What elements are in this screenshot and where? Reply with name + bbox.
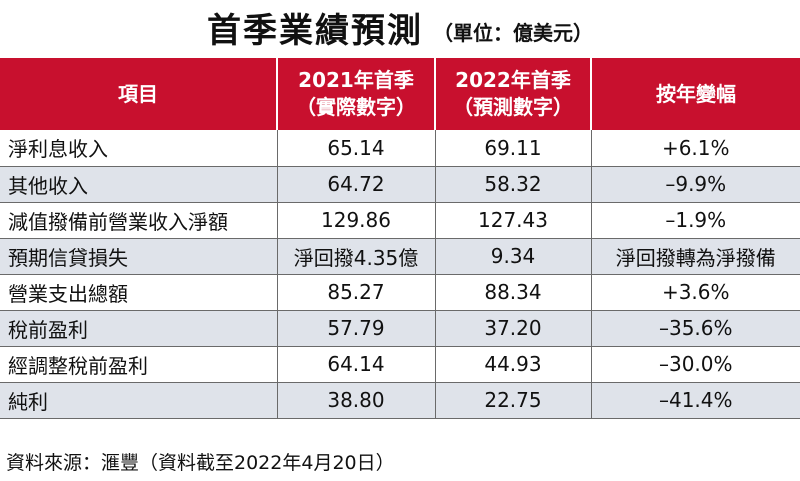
row-change: –41.4%	[591, 382, 800, 419]
table-row: 營業支出總額 85.27 88.34 +3.6%	[0, 274, 800, 311]
row-2021q1: 38.80	[277, 382, 436, 419]
row-change: –35.6%	[591, 310, 800, 347]
table-row: 預期信貸損失 淨回撥4.35億 9.34 淨回撥轉為淨撥備	[0, 238, 800, 275]
row-item: 經調整稅前盈利	[0, 346, 278, 383]
header-2021q1-year: 2021年首季	[298, 68, 414, 92]
row-2021q1: 85.27	[277, 274, 436, 311]
row-2022q1: 9.34	[435, 238, 592, 275]
header-2021q1-note: （實際數字）	[296, 95, 416, 119]
row-change: –9.9%	[591, 166, 800, 203]
table-row: 其他收入 64.72 58.32 –9.9%	[0, 166, 800, 203]
row-2021q1: 淨回撥4.35億	[277, 238, 436, 275]
row-change: +3.6%	[591, 274, 800, 311]
row-change: –30.0%	[591, 346, 800, 383]
header-item: 項目	[0, 58, 278, 130]
row-change: 淨回撥轉為淨撥備	[591, 238, 800, 275]
header-2022q1-note: （預測數字）	[453, 95, 573, 119]
unit-note: （單位：億美元）	[433, 21, 593, 45]
page-title: 首季業績預測	[207, 11, 423, 51]
row-2021q1: 129.86	[277, 202, 436, 239]
row-2022q1: 22.75	[435, 382, 592, 419]
forecast-table: 項目 2021年首季 （實際數字） 2022年首季 （預測數字） 按年變幅 淨利…	[0, 58, 800, 419]
row-2021q1: 64.72	[277, 166, 436, 203]
row-2022q1: 58.32	[435, 166, 592, 203]
row-change: –1.9%	[591, 202, 800, 239]
row-2021q1: 64.14	[277, 346, 436, 383]
table-row: 淨利息收入 65.14 69.11 +6.1%	[0, 130, 800, 167]
header-2022q1-year: 2022年首季	[455, 68, 571, 92]
row-2022q1: 37.20	[435, 310, 592, 347]
table-body: 淨利息收入 65.14 69.11 +6.1% 其他收入 64.72 58.32…	[0, 130, 800, 419]
row-2022q1: 127.43	[435, 202, 592, 239]
row-item: 純利	[0, 382, 278, 419]
row-2021q1: 65.14	[277, 130, 436, 167]
source-note: 資料來源：滙豐（資料截至2022年4月20日）	[6, 452, 395, 474]
row-item: 減值撥備前營業收入淨額	[0, 202, 278, 239]
header-change: 按年變幅	[656, 81, 736, 106]
table-row: 經調整稅前盈利 64.14 44.93 –30.0%	[0, 346, 800, 383]
header-2021q1: 2021年首季 （實際數字）	[277, 58, 436, 130]
row-item: 淨利息收入	[0, 130, 278, 167]
row-item: 稅前盈利	[0, 310, 278, 347]
row-change: +6.1%	[591, 130, 800, 167]
row-2022q1: 88.34	[435, 274, 592, 311]
row-item: 營業支出總額	[0, 274, 278, 311]
row-2022q1: 69.11	[435, 130, 592, 167]
row-2022q1: 44.93	[435, 346, 592, 383]
table-row: 純利 38.80 22.75 –41.4%	[0, 382, 800, 419]
table-row: 稅前盈利 57.79 37.20 –35.6%	[0, 310, 800, 347]
table-header: 項目 2021年首季 （實際數字） 2022年首季 （預測數字） 按年變幅	[0, 58, 800, 130]
row-item: 其他收入	[0, 166, 278, 203]
header-2022q1: 2022年首季 （預測數字）	[435, 58, 592, 130]
row-item: 預期信貸損失	[0, 238, 278, 275]
table-row: 減值撥備前營業收入淨額 129.86 127.43 –1.9%	[0, 202, 800, 239]
row-2021q1: 57.79	[277, 310, 436, 347]
title-bar: 首季業績預測 （單位：億美元）	[0, 0, 800, 56]
